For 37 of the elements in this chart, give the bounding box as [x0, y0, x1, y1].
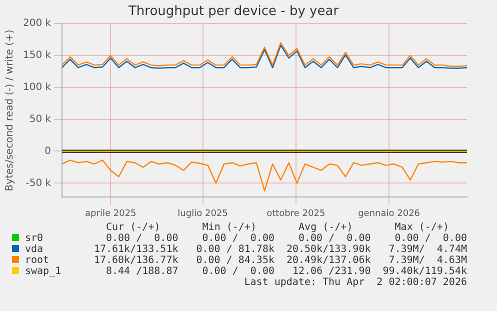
text: 0.00 / 81.78k	[195, 244, 274, 255]
text: 0.00 / 84.35k	[195, 255, 274, 266]
y-tick-label: -50 k	[26, 178, 52, 189]
text: 20.49k/137.06k	[285, 255, 371, 266]
text: 99.40k/119.54k	[382, 266, 467, 277]
text: 17.60k/136.77k	[92, 255, 178, 266]
y-axis-title: Bytes/second read (-) / write (+)	[4, 30, 16, 192]
text: 0.00 / 0.00	[298, 233, 371, 244]
y-tick-label: 150 k	[22, 50, 52, 62]
legend-label: sr0	[24, 233, 44, 244]
text: Last update: Thu Apr 2 02:00:07 2026	[243, 277, 467, 288]
text: 0.00 / 0.00	[105, 233, 178, 244]
text: 0.00 / 0.00	[201, 233, 274, 244]
x-tick-label: ottobre 2025	[266, 208, 326, 219]
x-tick-label: gennaio 2026	[358, 208, 420, 219]
y-tick-label: 0	[44, 146, 52, 157]
y-tick-label: 50 k	[29, 114, 52, 125]
y-tick-label: 100 k	[22, 82, 52, 94]
text: 0.00 / 0.00	[201, 266, 274, 277]
text: 7.39M/ 4.74M	[388, 244, 467, 255]
text: 20.50k/133.90k	[285, 244, 371, 255]
text: 8.44 /188.87	[105, 266, 178, 277]
text: Avg (-/+)	[298, 222, 354, 233]
text: Cur (-/+)	[105, 222, 162, 233]
legend-label: root	[24, 255, 50, 266]
legend-label: swap_1	[24, 266, 62, 277]
text: Min (-/+)	[201, 222, 258, 233]
chart-title: Throughput per device - by year	[127, 4, 340, 20]
x-tick-label: luglio 2025	[178, 208, 228, 219]
text: 7.39M/ 4.63M	[388, 255, 467, 266]
legend-label: vda	[24, 244, 44, 255]
text: Max (-/+)	[394, 222, 450, 233]
text: 0.00 / 0.00	[394, 233, 467, 244]
x-tick-label: aprile 2025	[85, 208, 136, 219]
text: 12.06 /231.90	[291, 266, 371, 277]
text: 17.61k/133.51k	[92, 244, 178, 255]
y-tick-label: 200 k	[22, 18, 52, 30]
